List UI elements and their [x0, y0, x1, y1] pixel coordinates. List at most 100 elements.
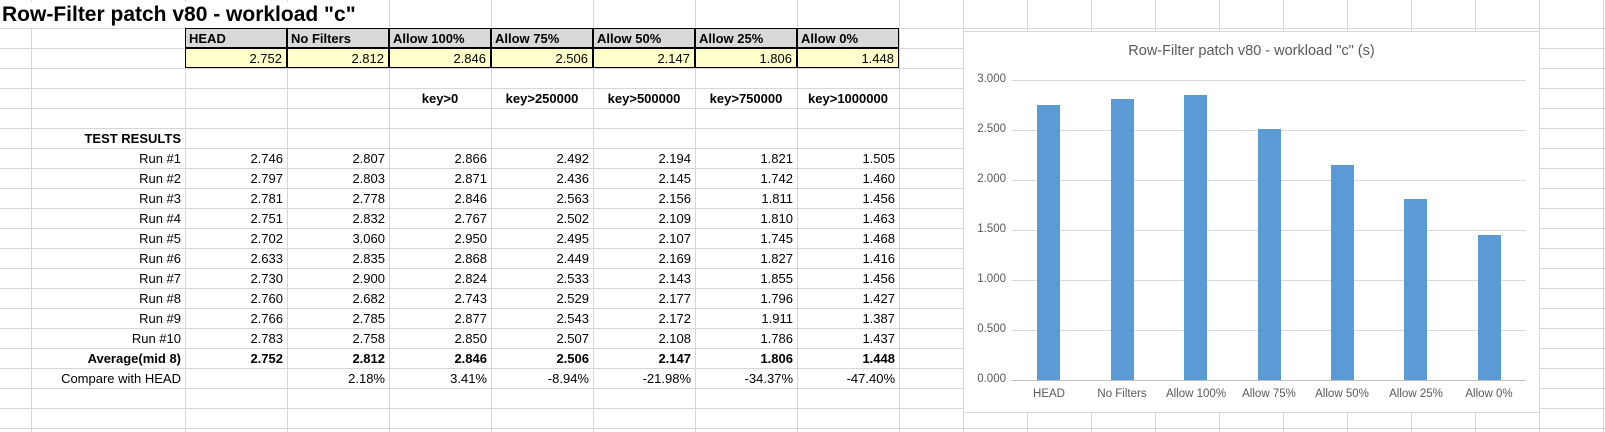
value-cell[interactable]: 2.702	[250, 231, 283, 246]
value-cell[interactable]: 2.803	[352, 171, 385, 186]
value-cell[interactable]: 2.746	[250, 151, 283, 166]
value-cell[interactable]: 2.824	[454, 271, 487, 286]
summary-value-cell[interactable]: 2.752	[185, 48, 287, 68]
value-cell[interactable]: 1.448	[862, 351, 895, 366]
value-cell[interactable]: 1.855	[760, 271, 793, 286]
summary-value-cell[interactable]: 2.506	[491, 48, 593, 68]
column-header[interactable]: No Filters	[287, 28, 389, 48]
value-cell[interactable]: 2.900	[352, 271, 385, 286]
value-cell[interactable]: 2.449	[556, 251, 589, 266]
value-cell[interactable]: 2.751	[250, 211, 283, 226]
value-cell[interactable]: -8.94%	[547, 371, 589, 386]
value-cell[interactable]: 2.868	[454, 251, 487, 266]
value-cell[interactable]: 2.730	[250, 271, 283, 286]
column-header[interactable]: Allow 25%	[695, 28, 797, 48]
value-cell[interactable]: 1.806	[760, 351, 793, 366]
value-cell[interactable]: 2.797	[250, 171, 283, 186]
value-cell[interactable]: 2.177	[658, 291, 691, 306]
value-cell[interactable]: 2.543	[556, 311, 589, 326]
value-cell[interactable]: 2.835	[352, 251, 385, 266]
value-cell[interactable]: 2.807	[352, 151, 385, 166]
row-label: Run #2	[139, 171, 181, 186]
value-cell[interactable]: 2.172	[658, 311, 691, 326]
value-cell[interactable]: 2.760	[250, 291, 283, 306]
value-cell[interactable]: 2.533	[556, 271, 589, 286]
value-cell[interactable]: 2.495	[556, 231, 589, 246]
value-cell[interactable]: 1.456	[862, 271, 895, 286]
value-cell[interactable]: 2.767	[454, 211, 487, 226]
value-cell[interactable]: 1.387	[862, 311, 895, 326]
value-cell[interactable]: 2.169	[658, 251, 691, 266]
value-cell[interactable]: 1.796	[760, 291, 793, 306]
summary-value-cell[interactable]: 1.448	[797, 48, 899, 68]
column-header[interactable]: Allow 50%	[593, 28, 695, 48]
summary-value-cell[interactable]: 2.147	[593, 48, 695, 68]
summary-value-cell[interactable]: 1.806	[695, 48, 797, 68]
value-cell[interactable]: 1.911	[761, 311, 793, 326]
value-cell[interactable]: 2.846	[454, 351, 487, 366]
value-cell[interactable]: 2.766	[250, 311, 283, 326]
value-cell[interactable]: 1.427	[862, 291, 895, 306]
value-cell[interactable]: 2.156	[658, 191, 691, 206]
value-cell[interactable]: 2.194	[658, 151, 691, 166]
value-cell[interactable]: 2.143	[658, 271, 691, 286]
value-cell[interactable]: 3.41%	[450, 371, 487, 386]
value-cell[interactable]: 2.846	[454, 191, 487, 206]
value-cell[interactable]: 2.507	[556, 331, 589, 346]
value-cell[interactable]: 3.060	[352, 231, 385, 246]
value-cell[interactable]: 2.866	[454, 151, 487, 166]
summary-value-cell[interactable]: 2.846	[389, 48, 491, 68]
value-cell[interactable]: 2.436	[556, 171, 589, 186]
value-cell[interactable]: 1.811	[761, 191, 793, 206]
value-cell[interactable]: 2.147	[658, 351, 691, 366]
column-header[interactable]: Allow 0%	[797, 28, 899, 48]
value-cell[interactable]: -47.40%	[846, 371, 895, 386]
gridline-h	[0, 228, 1605, 229]
bar-chart[interactable]: Row-Filter patch v80 - workload "c" (s) …	[963, 31, 1540, 413]
value-cell[interactable]: 2.832	[352, 211, 385, 226]
value-cell[interactable]: 2.850	[454, 331, 487, 346]
value-cell[interactable]: 1.742	[760, 171, 793, 186]
value-cell[interactable]: 1.437	[862, 331, 895, 346]
value-cell[interactable]: 2.563	[556, 191, 589, 206]
value-cell[interactable]: 2.502	[556, 211, 589, 226]
value-cell[interactable]: 2.950	[454, 231, 487, 246]
value-cell[interactable]: 2.877	[454, 311, 487, 326]
value-cell[interactable]: 2.633	[250, 251, 283, 266]
value-cell[interactable]: 2.781	[250, 191, 283, 206]
value-cell[interactable]: 2.506	[556, 351, 589, 366]
value-cell[interactable]: 1.456	[862, 191, 895, 206]
value-cell[interactable]: 2.783	[250, 331, 283, 346]
column-header[interactable]: Allow 75%	[491, 28, 593, 48]
value-cell[interactable]: 2.108	[658, 331, 691, 346]
value-cell[interactable]: -21.98%	[642, 371, 691, 386]
summary-value-cell[interactable]: 2.812	[287, 48, 389, 68]
value-cell[interactable]: 1.810	[760, 211, 793, 226]
value-cell[interactable]: 1.468	[862, 231, 895, 246]
value-cell[interactable]: 2.682	[352, 291, 385, 306]
value-cell[interactable]: 1.786	[760, 331, 793, 346]
value-cell[interactable]: 1.821	[760, 151, 793, 166]
column-header[interactable]: Allow 100%	[389, 28, 491, 48]
value-cell[interactable]: 2.785	[352, 311, 385, 326]
value-cell[interactable]: 2.812	[352, 351, 385, 366]
column-header[interactable]: HEAD	[185, 28, 287, 48]
value-cell[interactable]: 2.145	[658, 171, 691, 186]
value-cell[interactable]: 2.109	[658, 211, 691, 226]
value-cell[interactable]: 2.871	[454, 171, 487, 186]
value-cell[interactable]: 1.505	[862, 151, 895, 166]
value-cell[interactable]: 1.416	[862, 251, 895, 266]
value-cell[interactable]: 2.752	[250, 351, 283, 366]
value-cell[interactable]: -34.37%	[744, 371, 793, 386]
value-cell[interactable]: 2.758	[352, 331, 385, 346]
value-cell[interactable]: 2.778	[352, 191, 385, 206]
value-cell[interactable]: 2.743	[454, 291, 487, 306]
value-cell[interactable]: 2.107	[658, 231, 691, 246]
value-cell[interactable]: 1.827	[760, 251, 793, 266]
value-cell[interactable]: 2.18%	[348, 371, 385, 386]
value-cell[interactable]: 2.492	[556, 151, 589, 166]
value-cell[interactable]: 1.460	[862, 171, 895, 186]
value-cell[interactable]: 2.529	[556, 291, 589, 306]
value-cell[interactable]: 1.745	[760, 231, 793, 246]
value-cell[interactable]: 1.463	[862, 211, 895, 226]
